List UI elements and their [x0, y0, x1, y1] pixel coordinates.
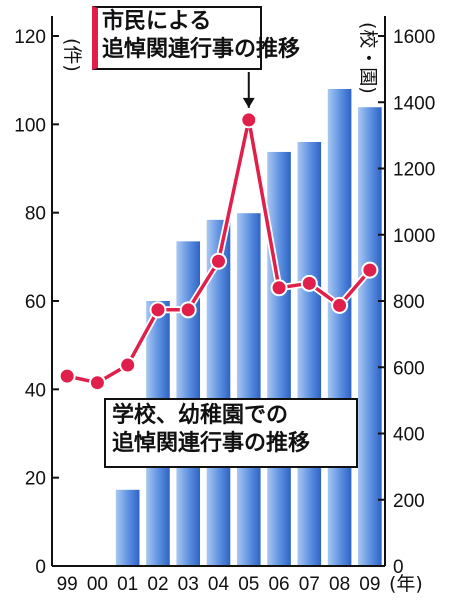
x-tick-label: 00 — [87, 574, 108, 595]
line-point-05 — [240, 111, 258, 129]
right-tick-label: 800 — [393, 292, 425, 313]
x-tick-label: 02 — [147, 574, 168, 595]
line-series-callout: 市民による 追悼関連行事の推移 — [92, 6, 301, 70]
line-point-99 — [58, 367, 76, 385]
x-tick-label: 09 — [359, 574, 380, 595]
right-tick-label: 1200 — [393, 160, 435, 181]
bar-07 — [297, 142, 322, 566]
line-layer — [58, 111, 379, 392]
right-tick-label: 1400 — [393, 93, 435, 114]
line-series-callout-line-2: 追悼関連行事の推移 — [102, 36, 301, 62]
line-point-06 — [270, 279, 288, 297]
bar-01 — [115, 489, 140, 566]
line-point-03 — [179, 301, 197, 319]
bar-04 — [206, 219, 231, 566]
x-tick-label: 08 — [329, 574, 350, 595]
line-point-01 — [119, 356, 137, 374]
left-tick-label: 60 — [25, 292, 46, 313]
bar-08 — [327, 89, 352, 566]
right-tick-label: 200 — [393, 491, 425, 512]
x-tick-label: 05 — [238, 574, 259, 595]
bar-series-callout-line-2: 追悼関連行事の推移 — [112, 430, 311, 456]
left-tick-label: 0 — [35, 557, 46, 578]
right-tick-label: 600 — [393, 358, 425, 379]
left-tick-label: 80 — [25, 204, 46, 225]
callout-pointer-arrow — [242, 97, 255, 108]
left-tick-label: 20 — [25, 469, 46, 490]
x-tick-label: 03 — [178, 574, 199, 595]
right-tick-label: 400 — [393, 425, 425, 446]
right-axis-unit: (校・園) — [357, 22, 379, 94]
right-tick-label: 1000 — [393, 226, 435, 247]
line-point-07 — [300, 274, 318, 292]
x-tick-label: 99 — [57, 574, 78, 595]
bar-06 — [267, 151, 291, 566]
right-tick-label: 0 — [393, 557, 404, 578]
labels-layer: 0204060801001200200400600800100012001400… — [14, 22, 435, 595]
x-axis-unit: (年) — [389, 573, 423, 595]
left-tick-label: 40 — [25, 380, 46, 401]
line-point-04 — [210, 252, 227, 270]
left-tick-label: 120 — [14, 27, 46, 48]
bar-series-callout-line-1: 学校、幼稚園での — [112, 403, 289, 428]
x-tick-label: 01 — [117, 574, 138, 595]
right-tick-label: 1600 — [393, 27, 435, 48]
line-point-00 — [88, 374, 106, 392]
left-axis-unit: (件) — [61, 38, 83, 72]
line-point-08 — [331, 296, 349, 314]
axes-layer — [51, 16, 386, 567]
x-tick-label: 04 — [208, 574, 230, 595]
line-series-callout-line-1: 市民による — [102, 9, 212, 34]
bar-series-callout: 学校、幼稚園での 追悼関連行事の推移 — [104, 398, 358, 468]
bar-05 — [236, 213, 261, 566]
bar-09 — [358, 107, 382, 566]
line-point-02 — [149, 301, 167, 319]
bars-layer — [115, 89, 382, 566]
line-point-09 — [361, 261, 379, 279]
x-tick-label: 07 — [299, 574, 320, 595]
x-tick-label: 06 — [268, 574, 289, 595]
left-tick-label: 100 — [14, 115, 46, 136]
